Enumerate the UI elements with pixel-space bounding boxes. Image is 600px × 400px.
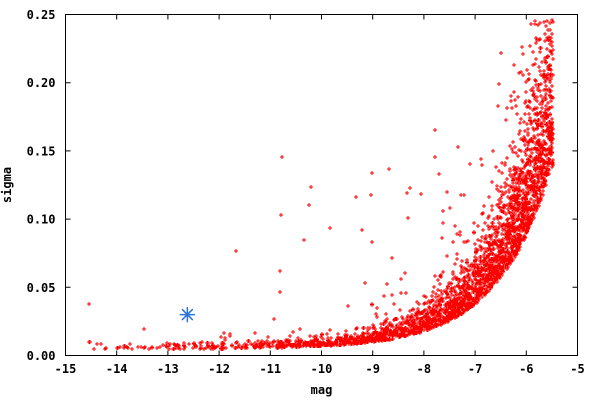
x-tick-label: -13	[157, 362, 179, 376]
x-tick-label: -10	[311, 362, 333, 376]
x-tick-label: -15	[55, 362, 77, 376]
y-axis-title: sigma	[0, 167, 14, 203]
x-tick-label: -14	[106, 362, 128, 376]
x-tick-label: -12	[208, 362, 230, 376]
y-tick-label: 0.10	[27, 213, 56, 227]
axis-ticks	[65, 14, 578, 356]
x-tick-label: -7	[468, 362, 482, 376]
y-tick-label: 0.00	[27, 349, 56, 363]
highlighted-star-marker	[179, 306, 196, 323]
x-axis-title: mag	[311, 383, 333, 397]
red-scatter-points	[87, 18, 555, 351]
y-tick-label: 0.05	[27, 281, 56, 295]
x-tick-label: -6	[519, 362, 533, 376]
y-tick-label: 0.15	[27, 144, 56, 158]
x-tick-label: -8	[417, 362, 431, 376]
x-tick-label: -9	[365, 362, 379, 376]
x-tick-label: -11	[259, 362, 281, 376]
y-tick-label: 0.20	[27, 76, 56, 90]
x-tick-label: -5	[570, 362, 584, 376]
axis-tick-labels: -15 -14 -13 -12 -11 -10 -9 -8 -7 -6 -5 0.00 0.05 0.10…	[27, 8, 585, 376]
y-tick-label: 0.25	[27, 8, 56, 22]
